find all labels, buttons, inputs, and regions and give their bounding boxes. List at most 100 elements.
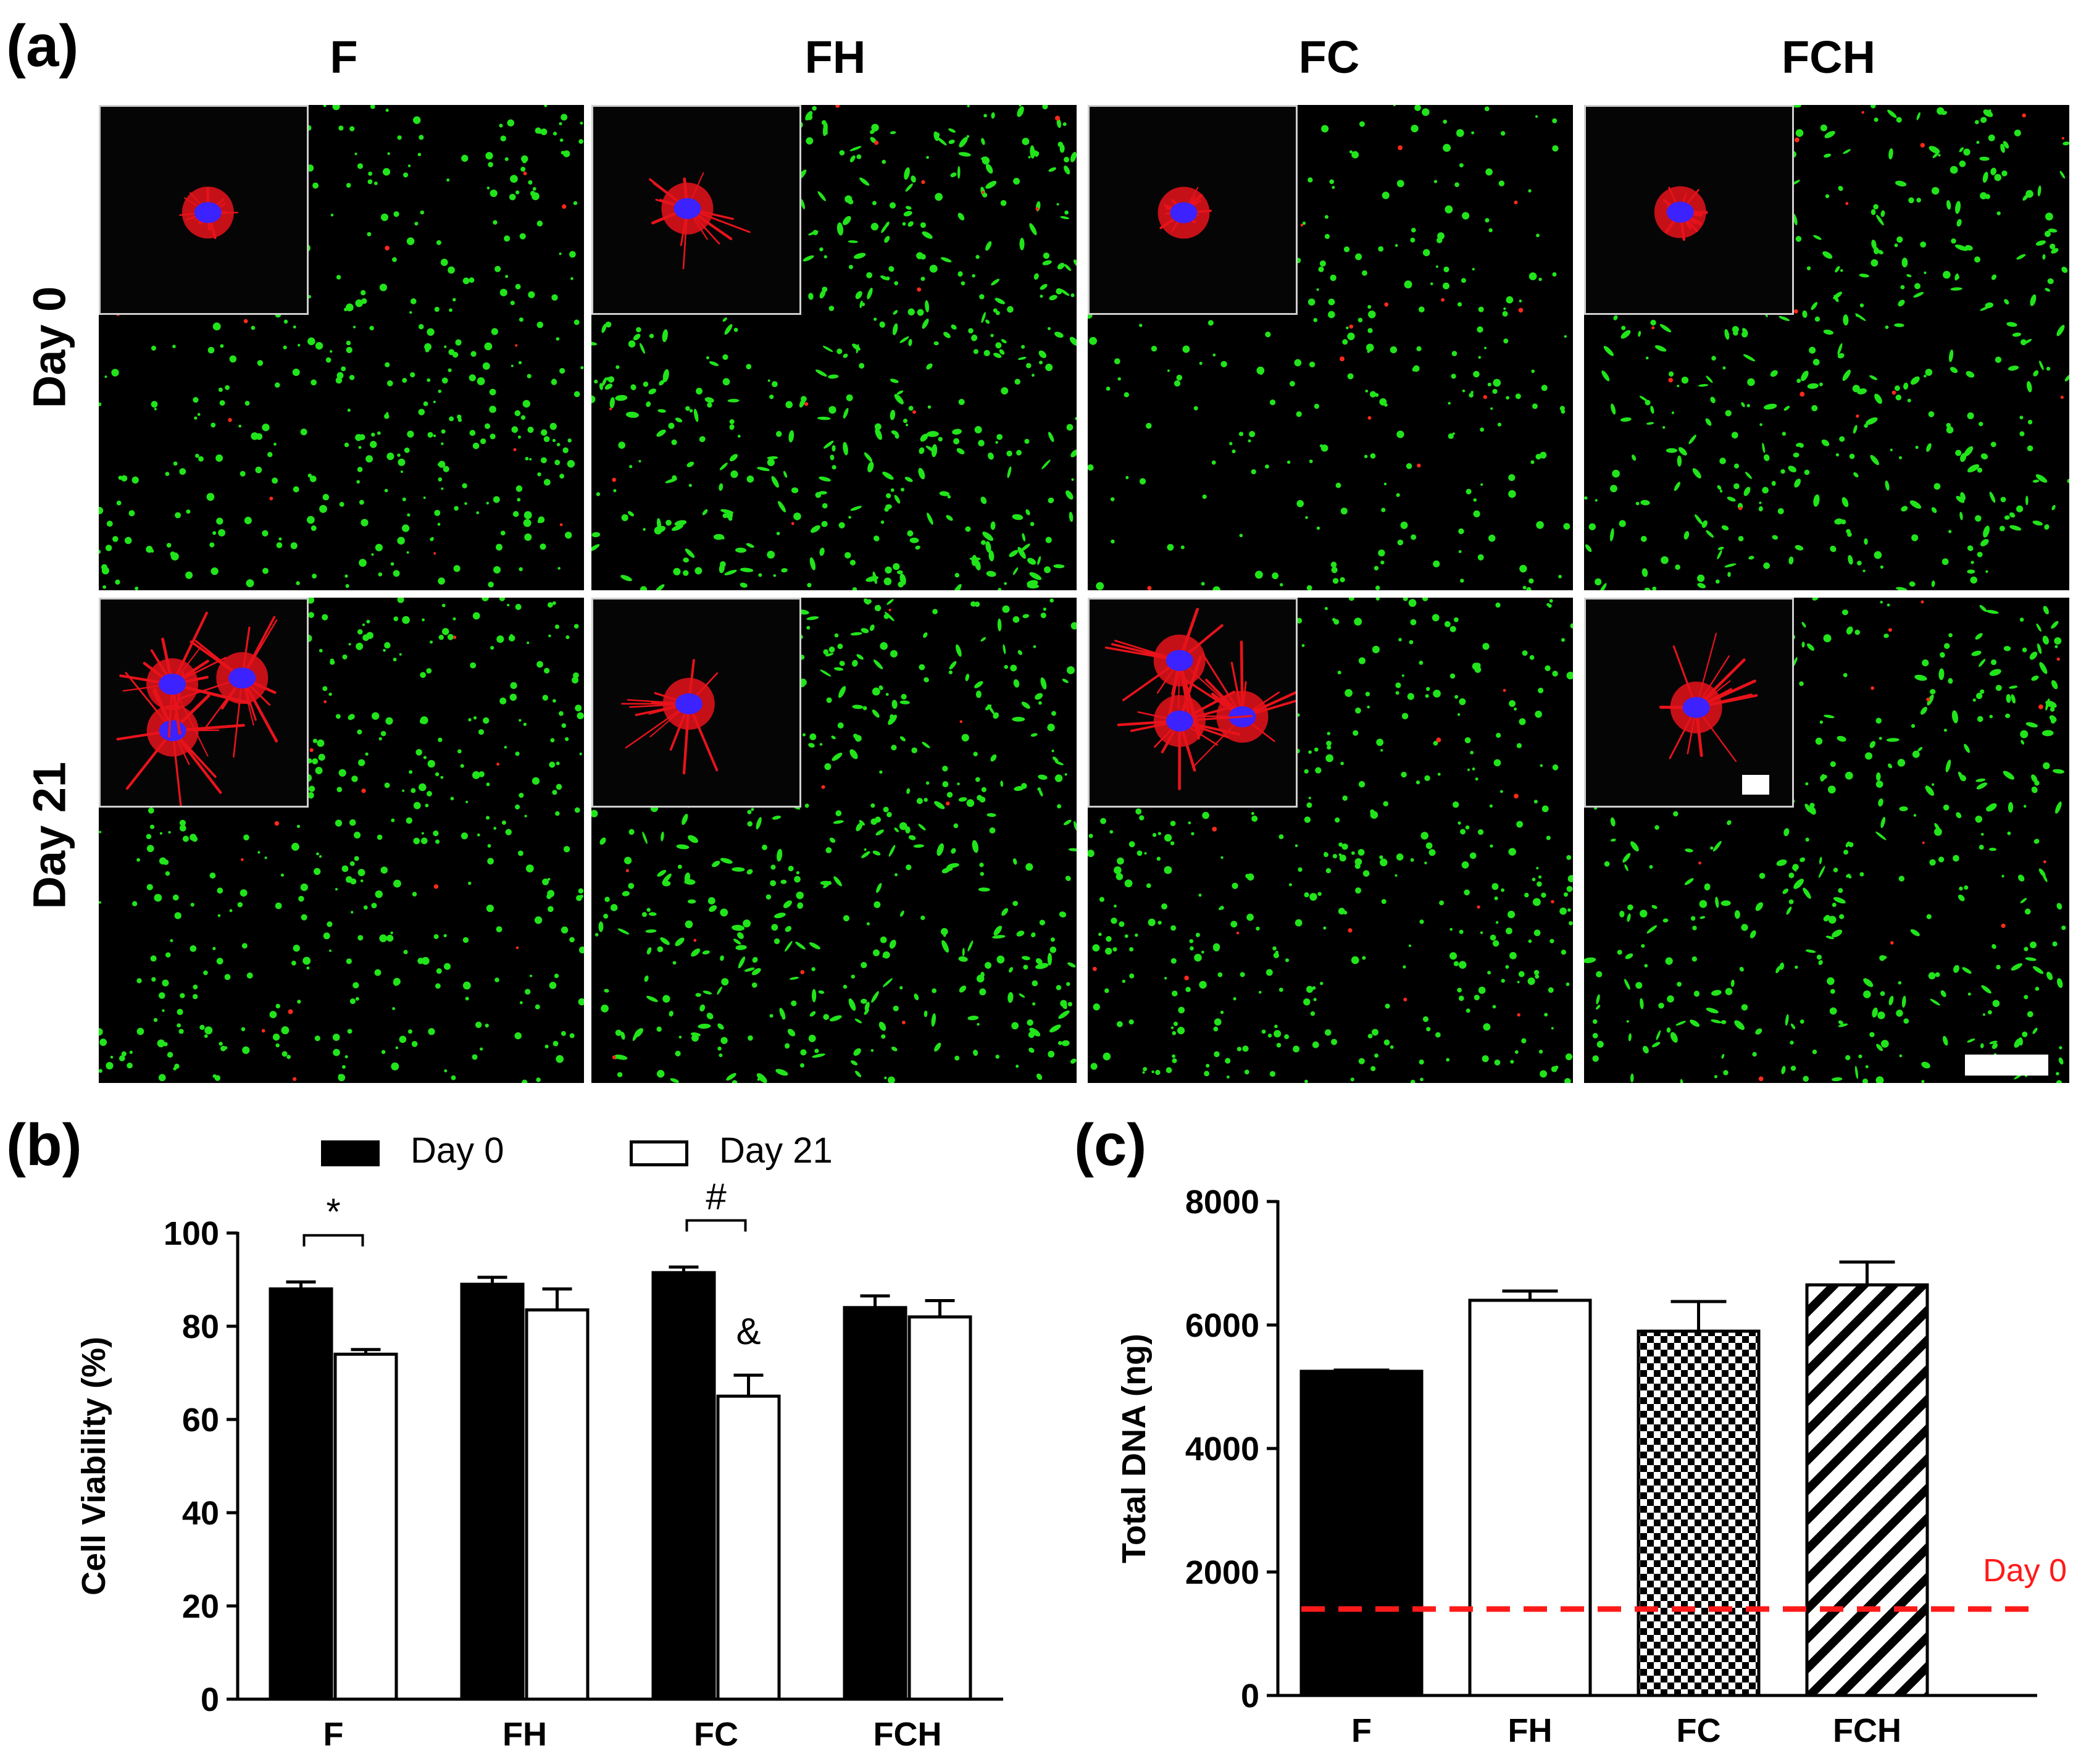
live-cell	[1874, 117, 1879, 122]
live-cell	[1980, 689, 1985, 694]
live-cell	[596, 492, 601, 496]
live-cell	[1028, 156, 1031, 159]
live-cell	[908, 339, 912, 346]
live-cell	[591, 395, 596, 403]
live-cell	[967, 105, 970, 107]
live-cell	[1873, 204, 1879, 210]
live-cell	[407, 430, 414, 438]
live-cell	[1588, 523, 1596, 530]
live-cell	[1959, 774, 1967, 782]
live-cell	[1759, 423, 1762, 427]
live-cell	[193, 984, 198, 990]
live-cell	[1325, 867, 1332, 874]
live-cell	[464, 502, 467, 505]
live-cell	[1355, 253, 1362, 261]
live-cell	[702, 950, 710, 955]
live-cell	[1037, 556, 1041, 566]
live-cell	[1650, 319, 1656, 326]
live-cell	[199, 1024, 205, 1030]
live-cell	[594, 933, 599, 937]
live-cell	[1738, 535, 1744, 541]
live-cell	[1064, 156, 1070, 163]
live-cell	[355, 433, 362, 441]
live-cell	[454, 506, 459, 511]
live-cell	[676, 844, 690, 850]
live-cell	[1938, 668, 1945, 680]
live-cell	[988, 452, 994, 460]
live-cell	[730, 470, 738, 479]
live-cell	[891, 700, 898, 709]
live-cell	[1128, 841, 1135, 848]
live-cell	[2042, 635, 2050, 645]
live-cell	[809, 1011, 816, 1017]
live-cell	[732, 867, 745, 872]
live-cell	[229, 355, 237, 363]
live-cell	[1065, 876, 1071, 881]
live-cell	[476, 511, 480, 514]
live-cell	[1408, 944, 1412, 947]
live-cell	[936, 136, 947, 146]
live-cell	[1692, 468, 1701, 479]
live-cell	[1213, 945, 1220, 951]
live-cell	[905, 183, 913, 192]
live-cell	[752, 956, 758, 963]
live-cell	[1759, 501, 1762, 504]
legend-day21: Day 21	[630, 1130, 833, 1171]
live-cell	[111, 369, 119, 377]
live-cell	[1354, 617, 1362, 626]
live-cell	[1456, 129, 1464, 137]
live-cell	[455, 339, 462, 346]
live-cell	[722, 378, 730, 386]
live-cell	[99, 550, 101, 554]
live-cell	[1425, 694, 1429, 698]
live-cell	[1677, 455, 1682, 467]
live-cell	[1842, 369, 1851, 381]
live-cell	[919, 664, 925, 671]
live-cell	[721, 978, 729, 986]
live-cell	[224, 974, 231, 980]
y-tick-label: 0	[1241, 1678, 1259, 1715]
live-cell	[974, 681, 983, 688]
live-cell	[1056, 118, 1061, 128]
live-cell	[1437, 232, 1445, 240]
live-cell	[409, 770, 413, 774]
live-cell	[724, 324, 733, 335]
live-cell	[2003, 771, 2014, 780]
live-cell	[519, 233, 526, 240]
live-cell	[569, 251, 576, 258]
live-cell	[244, 516, 252, 525]
live-cell	[1047, 953, 1053, 966]
live-cell	[444, 630, 449, 635]
live-cell	[578, 946, 584, 954]
live-cell	[1136, 850, 1143, 856]
live-cell	[1478, 356, 1482, 359]
live-cell	[862, 706, 867, 711]
live-cell	[1157, 832, 1161, 835]
live-cell	[1662, 918, 1669, 923]
live-cell	[1870, 209, 1876, 215]
live-cell	[435, 772, 440, 777]
live-cell	[229, 909, 233, 913]
live-cell	[1201, 582, 1205, 586]
live-cell	[1151, 345, 1157, 352]
live-cell	[1058, 1010, 1070, 1019]
live-cell	[1038, 701, 1042, 705]
live-cell	[939, 491, 950, 496]
live-cell	[529, 458, 532, 461]
live-cell	[1454, 695, 1459, 699]
live-cell	[1383, 801, 1388, 807]
inset-image-fc-day0	[1157, 186, 1212, 239]
live-cell	[767, 458, 775, 467]
live-cell	[1790, 1065, 1796, 1071]
live-cell	[958, 956, 968, 962]
live-cell	[1309, 361, 1316, 368]
live-cell	[1684, 878, 1694, 885]
bar-fc	[1637, 1329, 1761, 1697]
live-cell	[1941, 558, 1949, 566]
live-cell	[2056, 1080, 2062, 1083]
live-cell	[1049, 947, 1057, 953]
live-cell	[1272, 946, 1277, 951]
live-cell	[1070, 1058, 1077, 1064]
live-cell	[646, 401, 651, 408]
live-cell	[402, 497, 406, 501]
